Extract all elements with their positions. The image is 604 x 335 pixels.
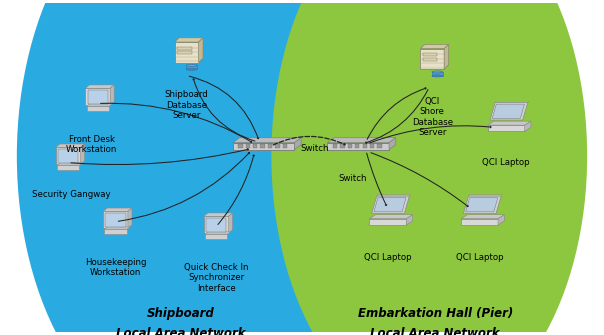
Text: QCI Laptop: QCI Laptop [456,253,503,262]
Polygon shape [444,44,449,69]
Text: Local Area Network: Local Area Network [370,327,500,335]
FancyBboxPatch shape [205,234,228,239]
Polygon shape [389,138,396,150]
FancyBboxPatch shape [260,144,265,148]
FancyBboxPatch shape [88,89,108,104]
FancyBboxPatch shape [283,144,287,148]
Polygon shape [199,38,203,63]
Polygon shape [374,198,406,212]
Polygon shape [463,196,501,214]
FancyBboxPatch shape [57,165,80,170]
FancyBboxPatch shape [362,144,367,148]
FancyBboxPatch shape [253,144,257,148]
Polygon shape [466,198,498,212]
Text: Front Desk
Workstation: Front Desk Workstation [66,135,118,154]
FancyBboxPatch shape [432,72,443,76]
FancyBboxPatch shape [85,88,110,105]
Ellipse shape [18,0,355,335]
Polygon shape [461,215,504,219]
FancyBboxPatch shape [275,144,280,148]
Ellipse shape [272,0,586,335]
FancyBboxPatch shape [233,143,294,150]
FancyBboxPatch shape [204,216,228,233]
Polygon shape [104,227,130,229]
Text: Switch: Switch [300,143,329,152]
FancyBboxPatch shape [186,65,197,69]
Ellipse shape [432,71,443,73]
FancyBboxPatch shape [206,218,226,232]
Polygon shape [490,103,528,120]
Text: QCI
Shore
Database
Server: QCI Shore Database Server [412,97,453,137]
Polygon shape [492,104,524,118]
Polygon shape [327,138,396,143]
Text: Security Gangway: Security Gangway [32,191,111,199]
Polygon shape [175,38,203,42]
FancyBboxPatch shape [341,144,345,148]
Ellipse shape [432,75,443,77]
FancyBboxPatch shape [246,144,250,148]
FancyBboxPatch shape [420,49,444,69]
Polygon shape [86,104,112,106]
Polygon shape [371,196,410,214]
FancyBboxPatch shape [239,144,243,148]
Polygon shape [420,44,449,49]
Text: QCI Laptop: QCI Laptop [364,253,412,262]
FancyBboxPatch shape [461,219,498,225]
Text: Shipboard
Database
Server: Shipboard Database Server [165,90,208,120]
FancyBboxPatch shape [56,147,80,164]
Text: Switch: Switch [338,174,367,183]
Text: QCI Laptop: QCI Laptop [483,158,530,166]
FancyBboxPatch shape [104,229,127,234]
Text: Embarkation Hall (Pier): Embarkation Hall (Pier) [358,307,513,320]
Polygon shape [85,85,114,88]
FancyBboxPatch shape [103,211,128,228]
Text: Housekeeping
Workstation: Housekeeping Workstation [85,258,146,277]
Polygon shape [525,121,531,131]
FancyBboxPatch shape [178,51,191,54]
Polygon shape [57,163,83,165]
FancyBboxPatch shape [175,42,199,63]
Polygon shape [228,213,233,233]
FancyBboxPatch shape [327,143,389,150]
Polygon shape [110,85,114,105]
Polygon shape [469,195,503,196]
FancyBboxPatch shape [488,125,525,131]
Polygon shape [233,138,301,143]
Polygon shape [377,195,411,196]
FancyBboxPatch shape [106,213,126,227]
Ellipse shape [186,68,197,70]
FancyBboxPatch shape [355,144,359,148]
Polygon shape [488,121,531,125]
Polygon shape [128,208,132,228]
Ellipse shape [186,64,197,66]
Text: Local Area Network: Local Area Network [116,327,245,335]
FancyBboxPatch shape [423,54,437,56]
Polygon shape [204,213,233,216]
FancyBboxPatch shape [58,149,79,163]
Text: Shipboard: Shipboard [147,307,214,320]
FancyBboxPatch shape [333,144,337,148]
Polygon shape [495,101,529,103]
Polygon shape [205,231,231,234]
Polygon shape [103,208,132,211]
Polygon shape [406,215,413,225]
FancyBboxPatch shape [178,47,191,50]
FancyBboxPatch shape [370,144,374,148]
Polygon shape [80,144,85,164]
Polygon shape [56,144,85,147]
FancyBboxPatch shape [86,106,109,111]
Polygon shape [370,215,413,219]
Polygon shape [294,138,301,150]
FancyBboxPatch shape [348,144,352,148]
FancyBboxPatch shape [423,58,437,61]
FancyBboxPatch shape [370,219,406,225]
Text: Quick Check In
Synchronizer
Interface: Quick Check In Synchronizer Interface [184,263,248,292]
Polygon shape [498,215,504,225]
FancyBboxPatch shape [378,144,382,148]
FancyBboxPatch shape [268,144,272,148]
